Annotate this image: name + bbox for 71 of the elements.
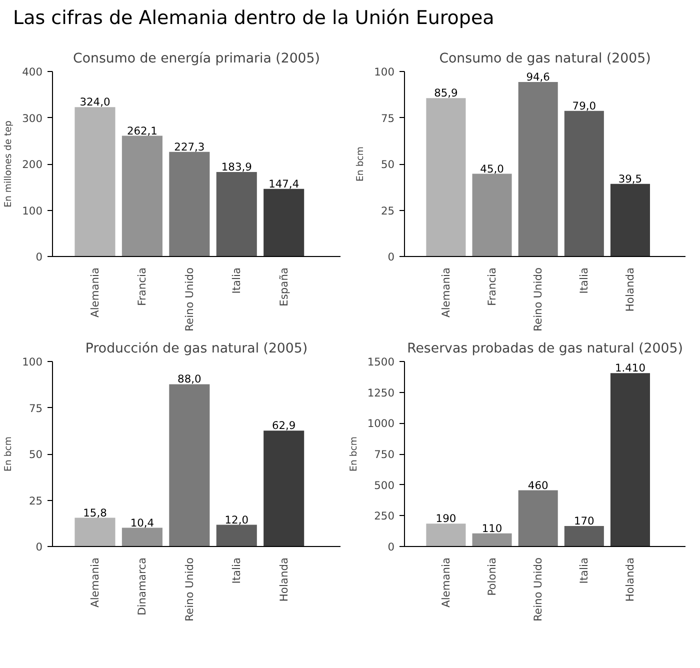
data-label: 324,0 [80, 96, 110, 109]
y-tick-label: 100 [22, 204, 43, 218]
x-tick-label: Alemania [88, 267, 102, 318]
y-tick-label: 50 [28, 448, 43, 461]
x-tick-label: Holanda [277, 557, 290, 602]
data-label: 79,0 [572, 99, 596, 112]
y-tick-label: 250 [374, 510, 395, 523]
y-axis-title: En bcm [3, 436, 14, 472]
data-label: 183,9 [221, 160, 252, 174]
data-label: 85,9 [434, 86, 458, 100]
y-tick-label: 1000 [367, 417, 395, 430]
x-tick-label: Reino Unido [532, 557, 545, 622]
chart-title: Consumo de gas natural (2005) [439, 52, 651, 66]
x-tick-label: Polonia [486, 557, 499, 596]
x-tick-label: Alemania [439, 267, 452, 318]
data-label: 94,6 [526, 70, 550, 84]
chart-title: Consumo de energía primaria (2005) [73, 52, 320, 66]
chart-title: Producción de gas natural (2005) [85, 342, 308, 356]
y-tick-label: 100 [22, 356, 43, 368]
y-tick-label: 50 [380, 158, 395, 171]
x-tick-label: Reino Unido [182, 267, 196, 332]
y-tick-label: 25 [28, 494, 43, 508]
y-tick-label: 1500 [367, 356, 395, 368]
data-label: 170 [574, 514, 595, 528]
x-tick-label: Dinamarca [136, 557, 149, 616]
data-label: 39,5 [618, 172, 642, 186]
y-tick-label: 75 [380, 112, 395, 125]
y-axis-title: En millones de tep [3, 120, 14, 208]
chart-title: Reservas probadas de gas natural (2005) [407, 342, 683, 356]
y-tick-label: 0 [36, 540, 43, 554]
x-tick-label: Italia [578, 557, 591, 584]
data-label: 110 [482, 522, 502, 535]
x-tick-label: Reino Unido [182, 557, 196, 622]
y-tick-label: 0 [36, 250, 43, 264]
x-tick-label: Alemania [88, 557, 102, 608]
data-label: 12,0 [224, 513, 249, 526]
data-label: 62,9 [272, 419, 296, 432]
data-label: 190 [436, 512, 456, 526]
x-tick-label: Alemania [439, 557, 452, 608]
x-tick-label: Italia [578, 267, 591, 294]
y-tick-label: 500 [374, 478, 395, 492]
data-label: 262,1 [126, 124, 158, 138]
y-tick-label: 1250 [367, 386, 395, 400]
y-tick-label: 400 [22, 66, 43, 78]
x-tick-label: España [277, 267, 290, 306]
x-tick-label: Italia [230, 557, 244, 584]
data-label: 227,3 [174, 140, 205, 154]
y-axis-title: En bcm [348, 436, 360, 472]
y-tick-label: 0 [388, 540, 395, 554]
data-label: 15,8 [83, 506, 108, 520]
x-tick-label: Reino Unido [532, 267, 545, 332]
y-tick-label: 75 [28, 402, 43, 415]
data-label: 460 [528, 478, 548, 492]
data-label: 88,0 [178, 372, 202, 386]
x-tick-label: Holanda [624, 267, 637, 312]
x-tick-label: Francia [136, 267, 149, 306]
y-tick-label: 100 [374, 66, 395, 78]
data-label: 147,4 [268, 177, 300, 190]
y-tick-label: 300 [22, 112, 43, 125]
y-tick-label: 200 [22, 158, 43, 171]
x-tick-label: Francia [486, 267, 499, 306]
y-axis-title: En bcm [355, 146, 366, 182]
x-tick-label: Italia [230, 267, 244, 294]
data-label: 45,0 [480, 162, 504, 176]
data-label: 10,4 [130, 516, 154, 530]
text: Las cifras de Alemania dentro de la Unión Europea [13, 6, 494, 31]
data-label: 1.410 [614, 362, 646, 375]
y-tick-label: 750 [374, 448, 395, 461]
y-tick-label: 25 [380, 204, 395, 218]
y-tick-label: 0 [388, 250, 395, 264]
x-tick-label: Holanda [624, 557, 637, 602]
